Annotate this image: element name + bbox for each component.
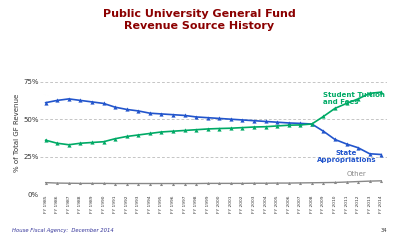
Y-axis label: % of Total GF Revenue: % of Total GF Revenue: [14, 94, 20, 172]
Text: House Fiscal Agency:  December 2014: House Fiscal Agency: December 2014: [12, 228, 114, 233]
Text: State
Appropriations: State Appropriations: [317, 150, 376, 163]
Text: 34: 34: [380, 228, 387, 233]
Text: Student Tuition
and Fees: Student Tuition and Fees: [323, 92, 385, 105]
Text: Other: Other: [346, 171, 366, 177]
Text: Public University General Fund
Revenue Source History: Public University General Fund Revenue S…: [103, 9, 296, 31]
